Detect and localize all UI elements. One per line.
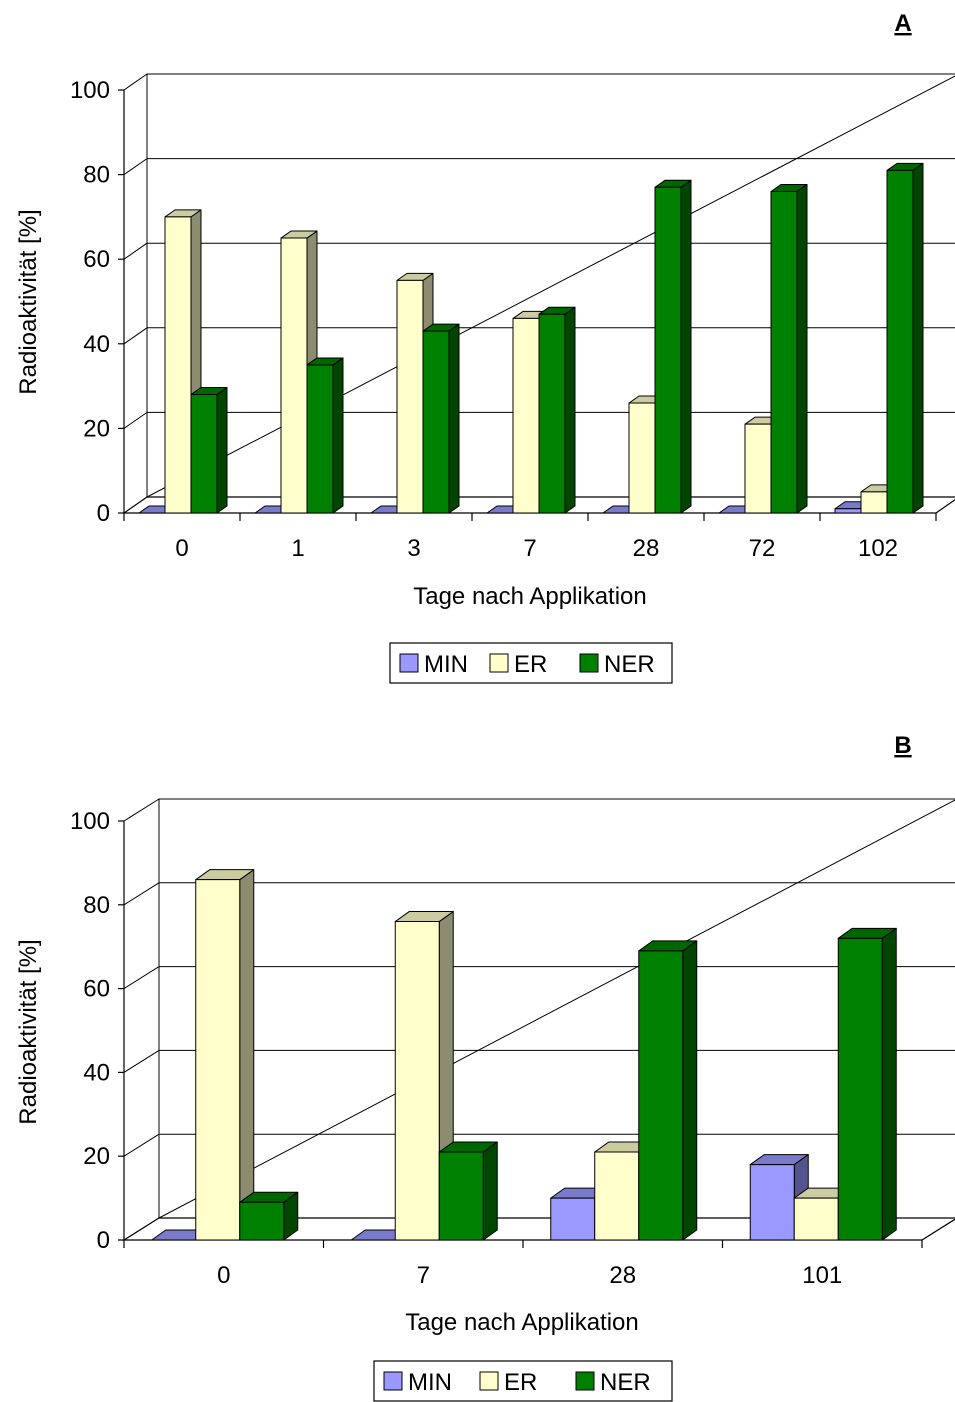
x-tick-label: 0 [217, 1262, 230, 1289]
back-wall [146, 73, 955, 498]
legend [373, 1360, 673, 1402]
panel-label: A [894, 10, 911, 37]
gridline-side [123, 411, 148, 429]
x-tick-label: 28 [633, 535, 660, 562]
gridline-side [123, 158, 148, 176]
bar-er-0 [195, 869, 255, 1241]
x-tick-label: 102 [858, 535, 898, 562]
bar-ner-101 [837, 927, 897, 1241]
legend-label-min: MIN [424, 651, 468, 678]
legend-swatch-ner [575, 1371, 595, 1391]
y-tick-label: 20 [83, 1143, 110, 1170]
legend-swatch-er [489, 653, 509, 673]
legend [389, 642, 673, 684]
y-tick-label: 40 [83, 1059, 110, 1086]
y-tick-label: 100 [70, 808, 110, 835]
gridline-side [123, 327, 148, 345]
legend-label-ner: NER [604, 651, 655, 678]
bar-ner-0 [239, 1191, 299, 1241]
y-tick-label: 60 [83, 246, 110, 273]
y-tick-label: 100 [70, 77, 110, 104]
bar-ner-28 [638, 940, 698, 1241]
x-tick-label: 7 [417, 1262, 430, 1289]
y-tick-label: 40 [83, 331, 110, 358]
legend-swatch-min [399, 653, 419, 673]
side-wall-top [123, 798, 160, 822]
legend-swatch-ner [579, 653, 599, 673]
x-tick-label: 7 [523, 535, 536, 562]
bar-ner-28 [654, 179, 692, 514]
bar-ner-72 [770, 184, 808, 514]
legend-label-ner: NER [600, 1369, 651, 1396]
bar-ner-1 [306, 357, 344, 514]
legend-label-er: ER [504, 1369, 537, 1396]
y-tick-label: 80 [83, 162, 110, 189]
back-wall [158, 798, 955, 1219]
bar-ner-3 [422, 323, 460, 514]
x-tick-label: 28 [609, 1262, 636, 1289]
bar-ner-0 [190, 387, 228, 514]
side-wall-top [123, 73, 148, 91]
y-axis-title: Radioaktivität [%] [15, 209, 42, 394]
legend-label-min: MIN [408, 1369, 452, 1396]
bar-ner-102 [886, 162, 924, 514]
y-tick-label: 20 [83, 415, 110, 442]
gridline-side [123, 1049, 160, 1073]
y-axis-title: Radioaktivität [%] [15, 939, 42, 1124]
x-axis-title: Tage nach Applikation [413, 583, 647, 610]
legend-swatch-min [383, 1371, 403, 1391]
y-tick-label: 0 [97, 500, 110, 527]
y-tick-label: 0 [97, 1227, 110, 1254]
gridline-side [123, 242, 148, 260]
x-axis-title: Tage nach Applikation [405, 1309, 639, 1336]
y-tick-label: 80 [83, 892, 110, 919]
legend-label-er: ER [514, 651, 547, 678]
chart-b: 0 20 40 60 80 100 0 7 28 101 Tage nach Applikation… [15, 732, 955, 1402]
gridline-side [123, 882, 160, 906]
gridline-side [123, 966, 160, 990]
x-tick-label: 3 [407, 535, 420, 562]
y-tick-label: 60 [83, 976, 110, 1003]
chart-a: 0 20 40 60 80 100 0 1 3 7 28 72 102 Tage nach Applika… [15, 10, 955, 684]
x-tick-label: 1 [291, 535, 304, 562]
x-tick-label: 0 [175, 535, 188, 562]
panel-label: B [894, 732, 911, 759]
x-tick-label: 101 [802, 1262, 842, 1289]
gridline-side [123, 1133, 160, 1157]
legend-swatch-er [479, 1371, 499, 1391]
bar-ner-7 [438, 1141, 498, 1241]
x-tick-label: 72 [749, 535, 776, 562]
bar-ner-7 [538, 306, 576, 514]
